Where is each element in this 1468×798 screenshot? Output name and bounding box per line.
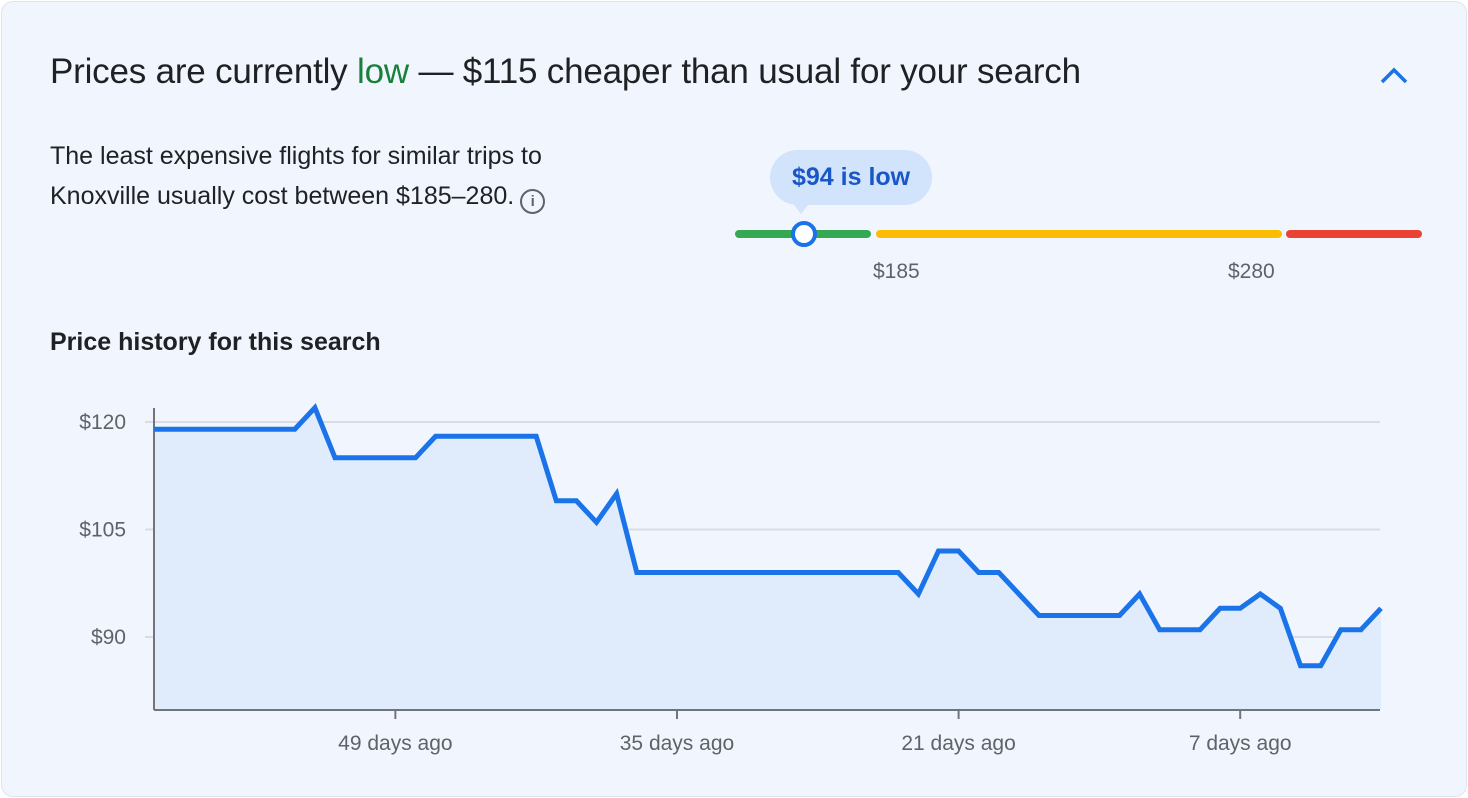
- price-area-fill: [154, 407, 1381, 710]
- y-tick-label: $90: [91, 626, 126, 649]
- x-tick-label: 21 days ago: [901, 732, 1015, 755]
- heading-suffix: — $115 cheaper than usual for your searc…: [408, 52, 1081, 91]
- typical-price-description: The least expensive flights for similar …: [50, 136, 550, 216]
- price-level-label: low: [357, 52, 409, 91]
- price-level-heading: Prices are currently low — $115 cheaper …: [50, 52, 1081, 92]
- current-price-marker: [791, 221, 817, 247]
- y-tick-label: $120: [79, 411, 126, 434]
- description-text: The least expensive flights for similar …: [50, 142, 542, 210]
- info-icon[interactable]: i: [520, 189, 546, 214]
- x-tick-label: 7 days ago: [1189, 732, 1292, 755]
- chevron-up-icon[interactable]: [1378, 60, 1410, 92]
- price-line: [154, 403, 1383, 669]
- heading-prefix: Prices are currently: [50, 52, 358, 91]
- current-price-bubble: $94 is low: [770, 150, 933, 214]
- high-range-segment: [1286, 230, 1422, 238]
- low-threshold-label: $185: [873, 260, 920, 283]
- x-tick-label: 49 days ago: [338, 732, 452, 755]
- price-history-title: Price history for this search: [50, 328, 381, 356]
- price-range-gauge: $94 is low $185 $280: [735, 142, 1425, 292]
- high-threshold-label: $280: [1228, 260, 1275, 283]
- y-tick-label: $105: [79, 519, 126, 542]
- x-tick-label: 35 days ago: [620, 732, 734, 755]
- typical-range-segment: [876, 230, 1282, 238]
